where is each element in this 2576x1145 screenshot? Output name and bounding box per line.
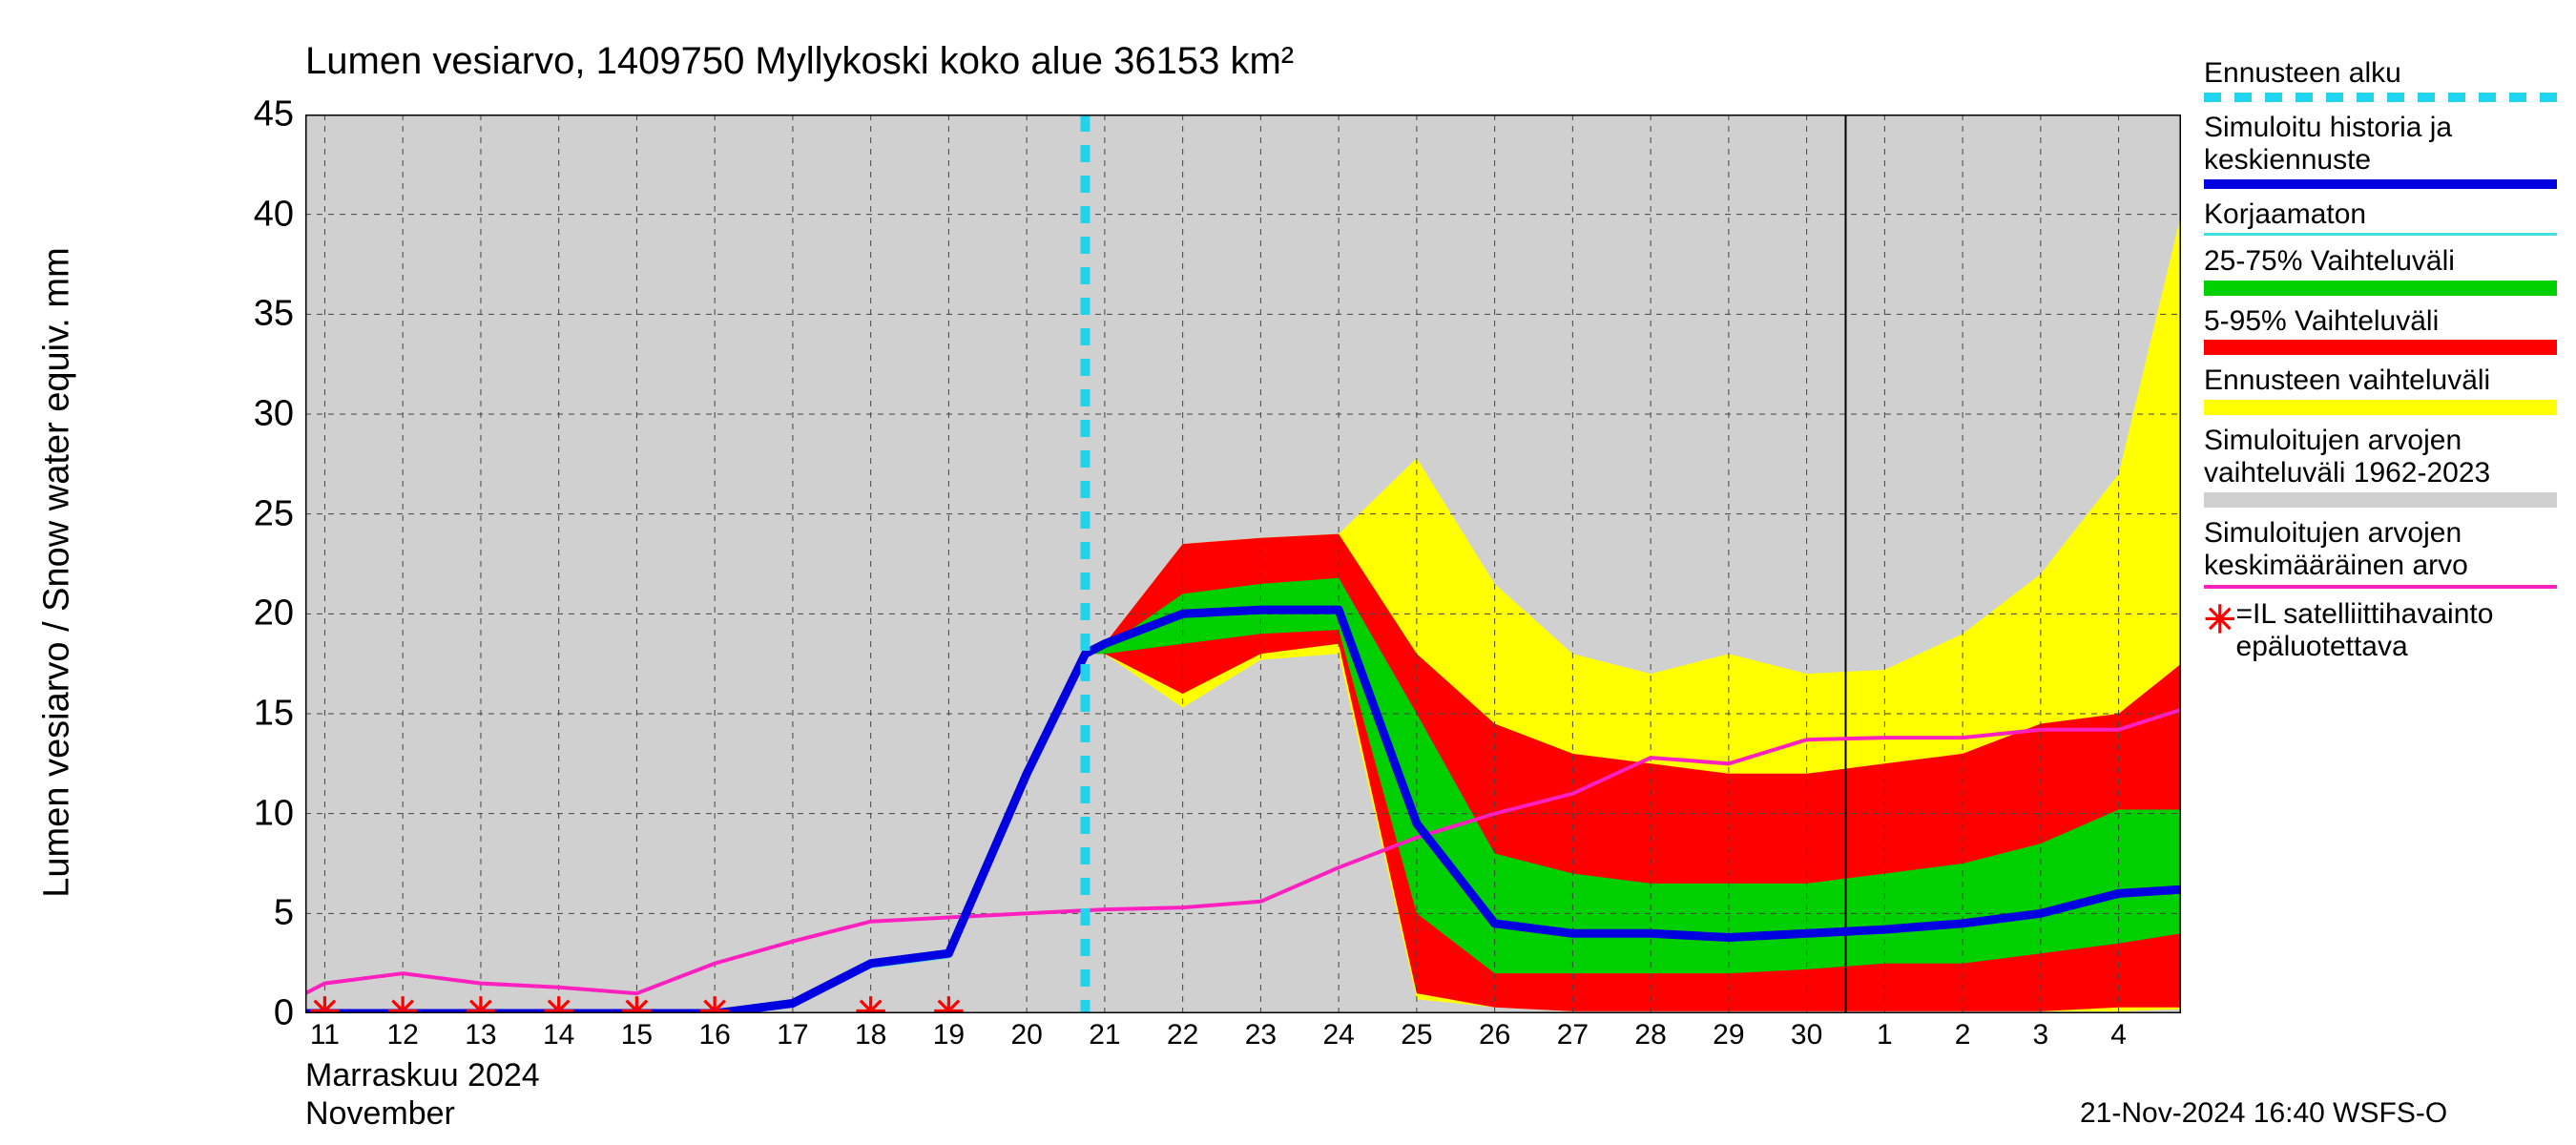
legend-label: 5-95% Vaihteluväli	[2204, 305, 2566, 339]
x-tick-label: 24	[1322, 1019, 1354, 1051]
legend-item: Korjaamaton	[2204, 198, 2566, 237]
plot-area: ✳✳✳✳✳✳✳✳05101520253035404511121314151617…	[305, 114, 2181, 1013]
legend-item: Simuloitu historia ja keskiennuste	[2204, 112, 2566, 189]
x-tick-label: 22	[1167, 1019, 1198, 1051]
legend-label: Ennusteen vaihteluväli	[2204, 364, 2566, 398]
legend-item: Simuloitujen arvojen vaihteluväli 1962-2…	[2204, 425, 2566, 508]
x-tick-label: 16	[698, 1019, 730, 1051]
legend-item: 5-95% Vaihteluväli	[2204, 305, 2566, 356]
legend-item: Ennusteen alku	[2204, 57, 2566, 102]
x-tick-label: 4	[2110, 1019, 2127, 1051]
chart-container: Lumen vesiarvo, 1409750 Myllykoski koko …	[0, 0, 2576, 1145]
legend-label: 25-75% Vaihteluväli	[2204, 245, 2566, 279]
y-tick-label: 20	[254, 593, 294, 635]
legend-label: Simuloitujen arvojen keskimääräinen arvo	[2204, 517, 2566, 583]
svg-text:✳: ✳	[309, 991, 342, 1013]
legend-swatch	[2204, 585, 2557, 589]
y-tick-label: 30	[254, 394, 294, 435]
x-axis-month-en: November	[305, 1095, 455, 1133]
legend-swatch	[2204, 179, 2557, 189]
y-tick-label: 40	[254, 194, 294, 235]
svg-text:✳: ✳	[698, 991, 731, 1013]
x-tick-label: 29	[1713, 1019, 1744, 1051]
legend-label: Ennusteen alku	[2204, 57, 2566, 91]
legend-label: Simuloitujen arvojen vaihteluväli 1962-2…	[2204, 425, 2566, 490]
legend-swatch	[2204, 400, 2557, 415]
x-tick-label: 21	[1089, 1019, 1120, 1051]
legend-swatch	[2204, 340, 2557, 355]
x-tick-label: 25	[1401, 1019, 1432, 1051]
y-tick-label: 5	[274, 893, 294, 934]
legend-swatch	[2204, 233, 2557, 236]
svg-text:✳: ✳	[543, 991, 575, 1013]
y-tick-label: 35	[254, 294, 294, 335]
x-tick-label: 30	[1791, 1019, 1822, 1051]
chart-title: Lumen vesiarvo, 1409750 Myllykoski koko …	[305, 40, 1294, 83]
svg-text:✳: ✳	[386, 991, 419, 1013]
y-tick-label: 0	[274, 993, 294, 1034]
legend-swatch	[2204, 492, 2557, 508]
x-tick-label: 2	[1955, 1019, 1971, 1051]
legend-label: =IL satelliittihavainto epäluotettava	[2236, 598, 2494, 664]
x-tick-label: 20	[1010, 1019, 1042, 1051]
x-tick-label: 1	[1877, 1019, 1893, 1051]
x-tick-label: 11	[310, 1019, 340, 1051]
x-tick-label: 13	[465, 1019, 496, 1051]
x-tick-label: 19	[933, 1019, 965, 1051]
y-tick-label: 10	[254, 793, 294, 834]
x-tick-label: 27	[1557, 1019, 1589, 1051]
legend-label: Simuloitu historia ja keskiennuste	[2204, 112, 2566, 177]
legend-item: Ennusteen vaihteluväli	[2204, 364, 2566, 415]
legend-item: ✳=IL satelliittihavainto epäluotettava	[2204, 598, 2566, 664]
x-axis-month-fi: Marraskuu 2024	[305, 1057, 540, 1094]
x-tick-label: 28	[1634, 1019, 1666, 1051]
svg-text:✳: ✳	[465, 991, 497, 1013]
x-tick-label: 17	[777, 1019, 808, 1051]
legend-swatch	[2204, 281, 2557, 296]
y-tick-label: 15	[254, 694, 294, 735]
x-tick-label: 12	[386, 1019, 418, 1051]
svg-text:✳: ✳	[855, 991, 887, 1013]
legend: Ennusteen alku Simuloitu historia ja kesk…	[2204, 57, 2566, 668]
x-tick-label: 18	[855, 1019, 886, 1051]
x-tick-label: 23	[1245, 1019, 1277, 1051]
y-tick-label: 45	[254, 94, 294, 135]
legend-label: Korjaamaton	[2204, 198, 2566, 232]
y-tick-label: 25	[254, 493, 294, 534]
legend-star-icon: ✳	[2204, 598, 2236, 642]
x-tick-label: 15	[621, 1019, 653, 1051]
footer-timestamp: 21-Nov-2024 16:40 WSFS-O	[2080, 1097, 2447, 1130]
svg-text:✳: ✳	[933, 991, 966, 1013]
legend-item: Simuloitujen arvojen keskimääräinen arvo	[2204, 517, 2566, 589]
svg-text:✳: ✳	[621, 991, 654, 1013]
x-tick-label: 14	[543, 1019, 574, 1051]
x-tick-label: 3	[2033, 1019, 2049, 1051]
y-axis-label: Lumen vesiarvo / Snow water equiv. mm	[37, 247, 78, 897]
legend-item: 25-75% Vaihteluväli	[2204, 245, 2566, 296]
legend-swatch	[2204, 93, 2557, 102]
x-tick-label: 26	[1479, 1019, 1510, 1051]
